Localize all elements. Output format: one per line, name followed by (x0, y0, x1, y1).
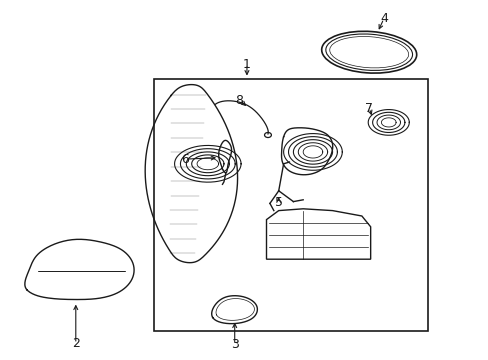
Text: 3: 3 (230, 338, 238, 351)
Text: 1: 1 (243, 58, 250, 71)
Bar (154, 79, 427, 331)
Ellipse shape (264, 132, 271, 138)
Text: 8: 8 (235, 94, 243, 107)
Text: 2: 2 (72, 337, 80, 350)
Text: 7: 7 (365, 102, 372, 114)
Text: 5: 5 (274, 196, 282, 209)
Text: 6: 6 (181, 153, 188, 166)
Text: 4: 4 (379, 12, 387, 25)
